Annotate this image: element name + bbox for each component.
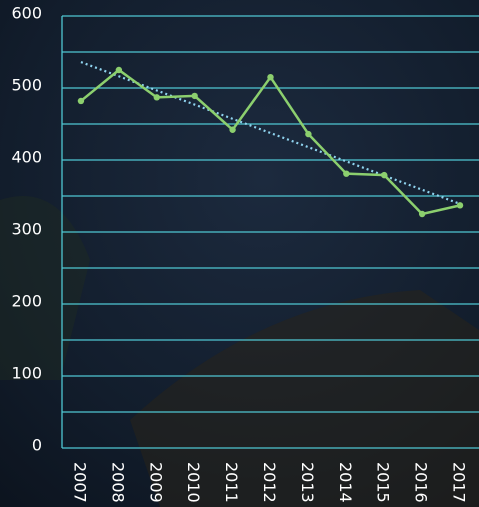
x-tick-label: 2007: [70, 462, 89, 503]
y-tick-label: 400: [11, 148, 42, 167]
x-tick-label: 2010: [184, 462, 203, 503]
x-tick-label: 2012: [260, 462, 279, 503]
x-tick-label: 2017: [450, 462, 469, 503]
point: [116, 67, 122, 73]
y-tick-label: 300: [11, 220, 42, 239]
point: [78, 98, 84, 104]
x-tick-label: 2011: [222, 462, 241, 503]
point: [229, 127, 235, 133]
point: [457, 202, 463, 208]
y-tick-label: 600: [11, 4, 42, 23]
point: [154, 94, 160, 100]
x-tick-label: 2016: [412, 462, 431, 503]
y-tick-label: 0: [32, 436, 42, 455]
point: [419, 211, 425, 217]
point: [191, 93, 197, 99]
point: [305, 131, 311, 137]
x-tick-label: 2013: [298, 462, 317, 503]
y-tick-label: 500: [11, 76, 42, 95]
chart: 0 100 200 300 400 500 600 2007 2008 2009 2010 2011 2…: [0, 0, 479, 507]
x-tick-label: 2009: [146, 462, 165, 503]
x-tick-label: 2015: [374, 462, 393, 503]
y-tick-label: 100: [11, 364, 42, 383]
x-tick-label: 2014: [336, 462, 355, 503]
x-tick-label: 2008: [108, 462, 127, 503]
point: [267, 74, 273, 80]
point: [343, 170, 349, 176]
point: [381, 172, 387, 178]
y-tick-label: 200: [11, 292, 42, 311]
